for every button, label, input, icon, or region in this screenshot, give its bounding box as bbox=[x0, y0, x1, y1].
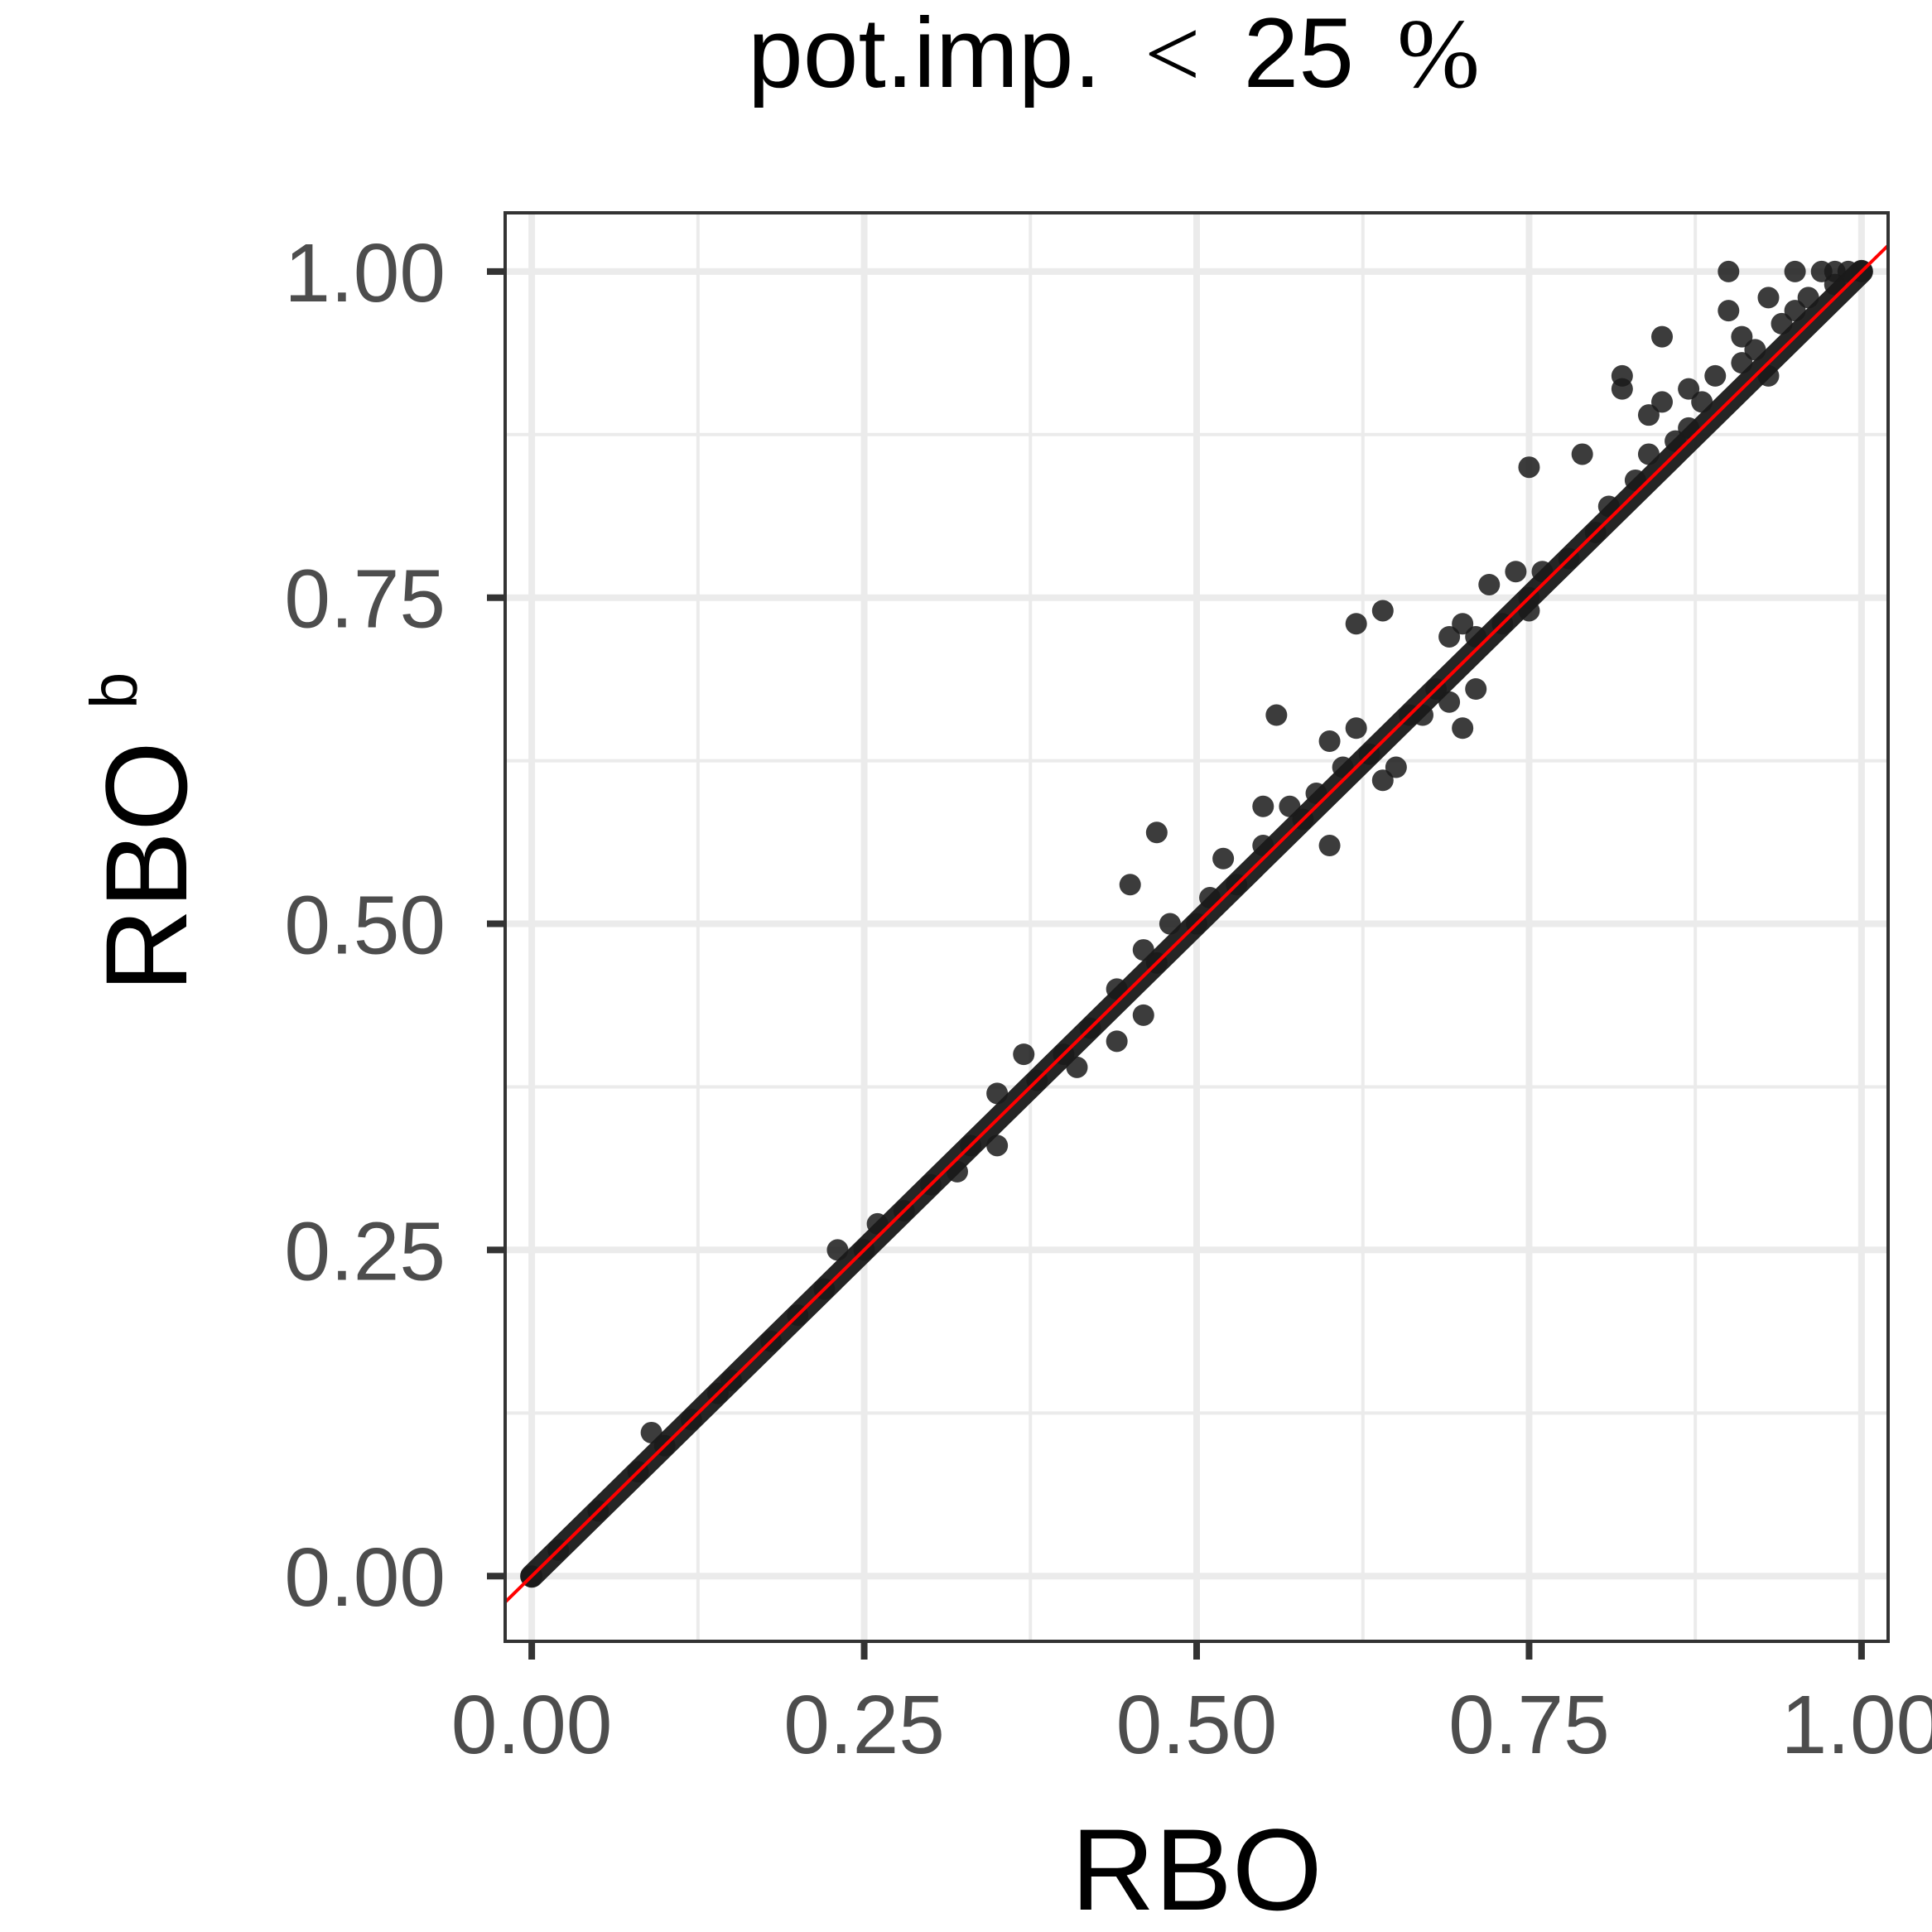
data-point bbox=[1438, 625, 1461, 648]
title-unit: % bbox=[1397, 0, 1480, 108]
data-point bbox=[1678, 378, 1700, 400]
data-point bbox=[1465, 678, 1487, 700]
title-prefix: pot.imp. bbox=[748, 0, 1101, 108]
data-point bbox=[1345, 613, 1367, 635]
y-tick-label: 1.00 bbox=[284, 227, 446, 320]
x-tick-label: 0.50 bbox=[1116, 1679, 1278, 1771]
data-point bbox=[1371, 600, 1394, 622]
data-point bbox=[1145, 821, 1168, 844]
data-point bbox=[1345, 717, 1367, 740]
y-tick-label: 0.00 bbox=[284, 1531, 446, 1624]
data-point bbox=[1119, 874, 1141, 896]
y-tick-label: 0.50 bbox=[284, 879, 446, 972]
data-point bbox=[1637, 404, 1660, 426]
data-point bbox=[1757, 287, 1780, 309]
data-point bbox=[1704, 364, 1727, 387]
data-point bbox=[1452, 717, 1474, 740]
x-tick-label: 0.00 bbox=[451, 1679, 613, 1771]
x-tick-label: 0.25 bbox=[783, 1679, 945, 1771]
data-point bbox=[1106, 1030, 1128, 1053]
data-point bbox=[1478, 573, 1501, 595]
x-tick-label: 1.00 bbox=[1781, 1679, 1932, 1771]
data-point bbox=[1651, 325, 1674, 348]
data-point bbox=[1718, 260, 1740, 282]
data-point bbox=[1784, 260, 1806, 282]
x-tick-label: 0.75 bbox=[1448, 1679, 1610, 1771]
chart-title: pot.imp. < 25 % bbox=[748, 0, 1480, 108]
data-point bbox=[1013, 1043, 1035, 1066]
data-point bbox=[1571, 443, 1593, 465]
data-point bbox=[1385, 756, 1407, 778]
y-axis-title: RBO b bbox=[77, 672, 211, 993]
data-point bbox=[1371, 769, 1394, 792]
y-axis-ticks: 0.00 0.25 0.50 0.75 1.00 bbox=[284, 227, 505, 1624]
y-tick-label: 0.25 bbox=[284, 1205, 446, 1298]
data-point bbox=[1318, 835, 1341, 857]
data-point bbox=[1252, 795, 1274, 817]
data-point bbox=[1505, 561, 1527, 583]
data-point bbox=[1452, 613, 1474, 635]
data-point bbox=[1651, 391, 1674, 413]
x-axis-title: RBO bbox=[1071, 1804, 1322, 1932]
data-point bbox=[1265, 704, 1288, 726]
data-point bbox=[1718, 300, 1740, 322]
data-point bbox=[1212, 847, 1235, 870]
reference-line-group bbox=[503, 243, 1890, 1604]
title-value: 25 bbox=[1244, 0, 1354, 108]
y-axis-title-base: RBO bbox=[81, 741, 211, 992]
data-point bbox=[1132, 1004, 1154, 1026]
y-axis-title-superscript: b bbox=[77, 672, 151, 710]
data-point bbox=[1731, 325, 1753, 348]
data-point bbox=[1611, 364, 1633, 387]
y-tick-label: 0.75 bbox=[284, 553, 446, 646]
x-axis-ticks: 0.00 0.25 0.50 0.75 1.00 bbox=[451, 1641, 1932, 1771]
data-point bbox=[1318, 730, 1341, 753]
title-operator: < bbox=[1144, 0, 1201, 108]
reference-line bbox=[503, 243, 1890, 1604]
data-point bbox=[1518, 456, 1540, 479]
